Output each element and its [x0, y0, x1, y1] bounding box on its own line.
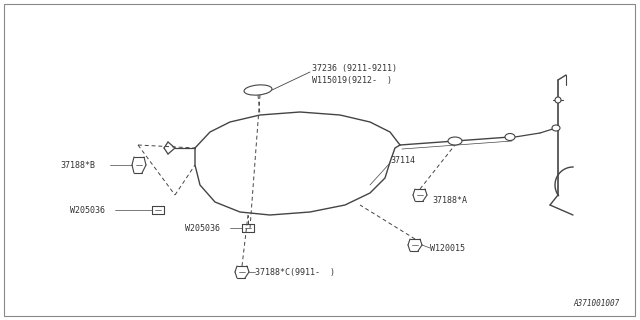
Ellipse shape	[244, 85, 272, 95]
Text: W205036: W205036	[70, 205, 105, 214]
Ellipse shape	[555, 97, 561, 103]
Text: 37236 (9211-9211): 37236 (9211-9211)	[312, 63, 397, 73]
Text: 37114: 37114	[390, 156, 415, 164]
Text: 37188*C(9911-  ): 37188*C(9911- )	[255, 268, 335, 276]
Text: A371001007: A371001007	[573, 299, 620, 308]
Ellipse shape	[448, 137, 462, 145]
Ellipse shape	[552, 125, 560, 131]
Ellipse shape	[505, 133, 515, 140]
Text: 37188*A: 37188*A	[432, 196, 467, 204]
Text: W120015: W120015	[430, 244, 465, 252]
Text: 37188*B: 37188*B	[60, 161, 95, 170]
Text: W205036: W205036	[185, 223, 220, 233]
Text: W115019(9212-  ): W115019(9212- )	[312, 76, 392, 84]
